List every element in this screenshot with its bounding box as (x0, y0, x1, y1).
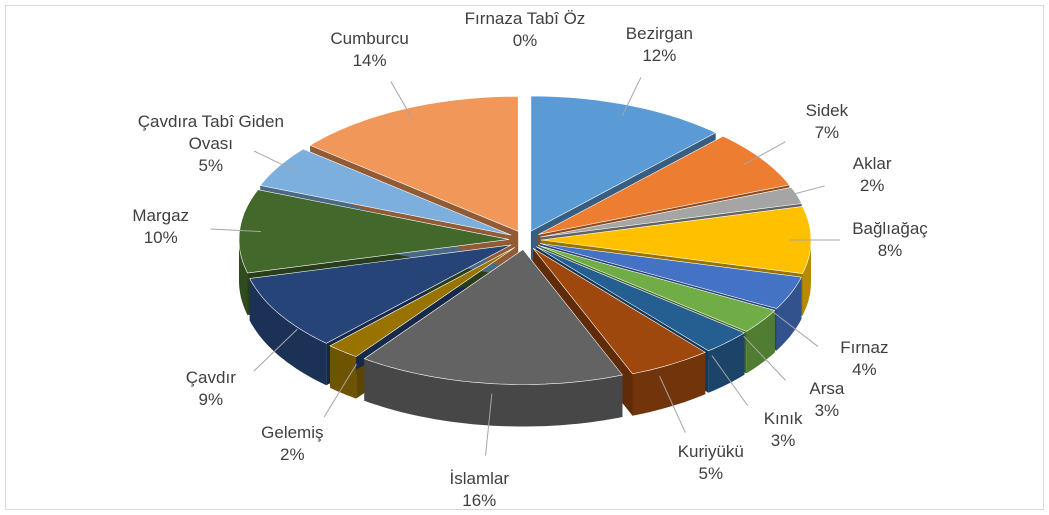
slice-wall (802, 240, 811, 316)
slice (530, 95, 717, 232)
slice (540, 186, 803, 238)
leader-line (390, 81, 413, 120)
value-label: 5% (198, 156, 224, 176)
category-label: İslamlar (449, 469, 509, 489)
slice (536, 246, 746, 352)
leader-line (253, 328, 298, 372)
value-label: 8% (877, 241, 903, 260)
value-label: 3% (770, 431, 796, 451)
category-label: Bezirgan (625, 23, 693, 43)
slice (539, 243, 802, 309)
category-label: Kuriyükü (677, 441, 744, 461)
slice-wall (708, 332, 745, 393)
value-label: 2% (280, 444, 305, 464)
value-label: 16% (462, 491, 497, 511)
slice (532, 248, 706, 375)
value-label: 10% (143, 227, 178, 247)
data-label: Arsa 3% (737, 378, 917, 422)
data-label: Çavdır 9% (121, 367, 301, 411)
category-label: Çavdıra Tabî Giden Ovası (137, 112, 284, 154)
slice-wall (249, 278, 327, 386)
leader-line (743, 335, 786, 381)
category-label: Fırnaza Tabî Öz (464, 9, 586, 28)
slice (363, 249, 623, 385)
slice (309, 95, 519, 232)
category-label: Kınık (763, 409, 803, 429)
data-label: İslamlar 16% (389, 468, 569, 512)
value-label: 7% (814, 122, 840, 142)
data-label: Bağlıağaç 8% (800, 218, 980, 262)
category-label: Gelemiş (261, 422, 324, 442)
value-label: 9% (198, 389, 224, 409)
data-label: Fırnaza Tabî Öz 0% (435, 8, 615, 52)
data-label: Kuriyükü 5% (621, 441, 801, 485)
data-label: Kınık 3% (693, 408, 873, 452)
value-label: 2% (859, 176, 885, 196)
leader-line (210, 228, 262, 233)
data-label: Fırnaz 4% (774, 337, 954, 381)
data-label: Aklar 2% (782, 153, 962, 197)
leader-line (776, 185, 825, 200)
slice (329, 247, 515, 357)
value-label: 14% (352, 50, 387, 70)
data-label: Bezirgan 12% (569, 23, 749, 67)
category-label: Sidek (805, 100, 849, 120)
slice (249, 244, 512, 344)
leader-line (323, 363, 357, 418)
slice-wall (239, 239, 248, 315)
category-label: Margaz (132, 205, 190, 225)
slice-wall (330, 345, 357, 399)
data-label: Gelemiş 2% (202, 422, 382, 466)
value-label: 4% (852, 360, 877, 380)
value-label: 3% (814, 401, 840, 421)
value-label: 12% (642, 45, 677, 65)
data-label: Margaz 10% (71, 205, 251, 249)
value-label: 0% (512, 31, 538, 50)
slice (538, 135, 790, 235)
value-label: 5% (698, 463, 724, 483)
category-label: Cumburcu (330, 28, 409, 48)
slice-wall (776, 277, 802, 351)
data-label: Sidek 7% (737, 100, 917, 144)
chart-border (5, 5, 1044, 510)
slice-wall (364, 358, 623, 427)
leader-line (253, 150, 298, 173)
data-label: Çavdıra Tabî Giden Ovası 5% (121, 111, 301, 177)
leader-line (743, 141, 786, 166)
leader-line (621, 77, 642, 116)
category-label: Çavdır (185, 367, 236, 387)
category-label: Fırnaz (840, 338, 889, 358)
leader-line (485, 393, 493, 456)
leader-line (770, 309, 819, 347)
slice-wall (632, 352, 706, 416)
slice-wall (746, 310, 775, 374)
slice (259, 148, 512, 236)
leader-line (659, 375, 686, 433)
category-label: Aklar (852, 154, 892, 174)
category-label: Arsa (809, 379, 845, 399)
category-label: Bağlıağaç (852, 219, 928, 238)
data-label: Cumburcu 14% (280, 28, 460, 72)
leader-line (711, 355, 749, 407)
